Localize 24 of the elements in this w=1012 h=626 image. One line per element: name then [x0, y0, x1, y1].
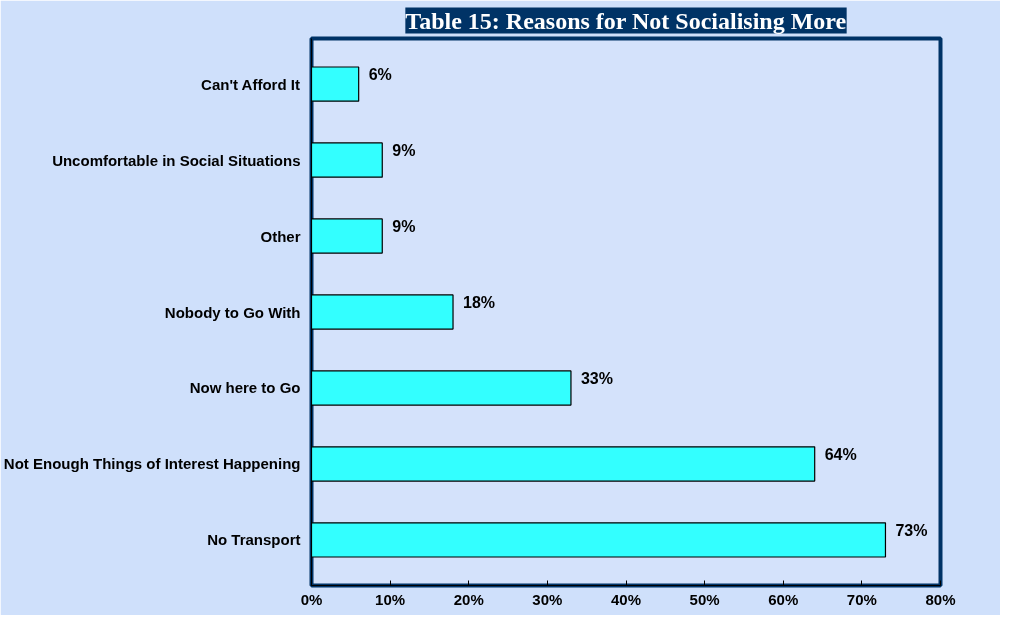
x-tick-label: 40%: [610, 590, 642, 608]
chart-title: Table 15: Reasons for Not Socialising More: [405, 7, 847, 34]
x-tick-label: 80%: [925, 590, 956, 608]
y-tick-label: Can't Afford It: [201, 75, 300, 93]
y-tick-label: Other: [260, 227, 301, 245]
x-tick-label: 10%: [375, 590, 406, 608]
data-label: 73%: [895, 522, 928, 540]
y-tick-label: No Transport: [207, 531, 301, 549]
data-label: 64%: [824, 446, 857, 464]
data-label: 6%: [368, 66, 392, 84]
data-label: 18%: [463, 294, 496, 312]
x-tick-label: 20%: [453, 590, 484, 608]
y-tick-label: Not Enough Things of Interest Happening: [3, 455, 301, 473]
x-tick-label: 70%: [846, 590, 877, 608]
y-tick-label: Nobody to Go With: [164, 303, 301, 321]
x-tick-label: 60%: [768, 590, 799, 608]
data-label: 33%: [580, 370, 613, 388]
x-tick-label: 0%: [300, 590, 323, 608]
x-tick-label: 50%: [689, 590, 720, 608]
x-tick-label: 30%: [532, 590, 563, 608]
y-tick-label: Uncomfortable in Social Situations: [52, 151, 301, 169]
data-label: 9%: [392, 218, 416, 236]
data-label: 9%: [392, 142, 416, 160]
y-tick-label: Now here to Go: [189, 379, 301, 397]
